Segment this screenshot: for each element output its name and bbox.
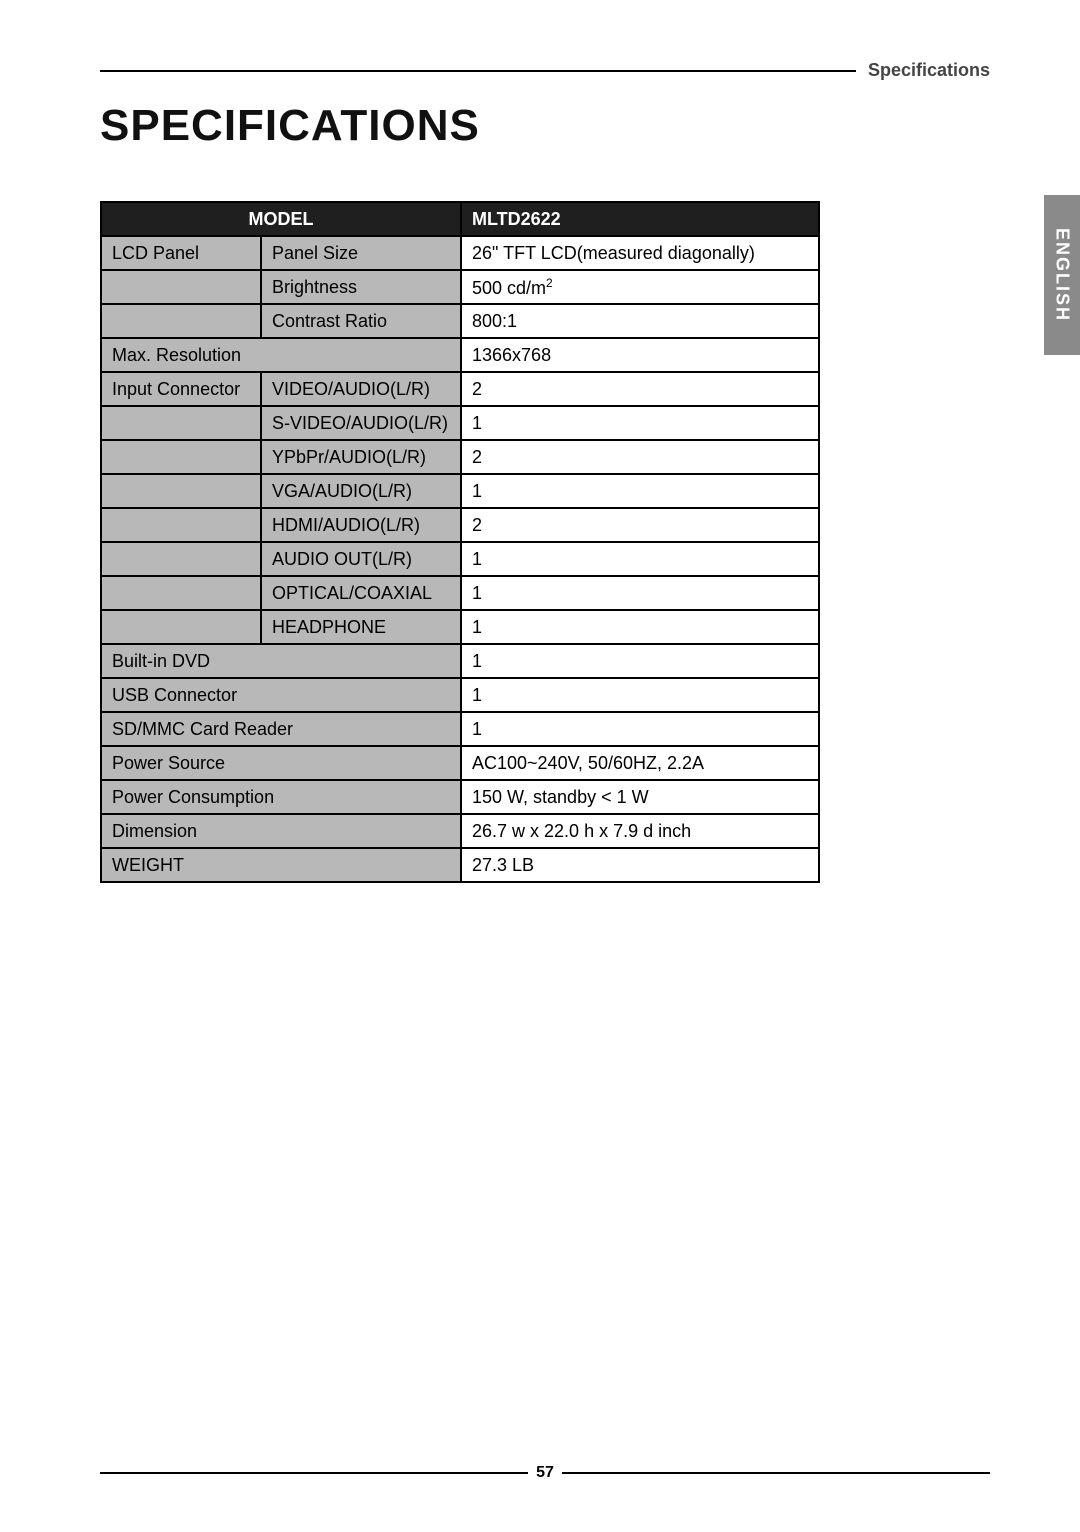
row-category-wide: Dimension	[101, 814, 461, 848]
table-row: AUDIO OUT(L/R)1	[101, 542, 819, 576]
row-value: 27.3 LB	[461, 848, 819, 882]
row-value: 1	[461, 576, 819, 610]
table-row: HEADPHONE1	[101, 610, 819, 644]
row-value: 1	[461, 712, 819, 746]
page-title: SPECIFICATIONS	[100, 101, 990, 151]
spec-table: MODEL MLTD2622 LCD PanelPanel Size26" TF…	[100, 201, 820, 883]
row-subcategory: Contrast Ratio	[261, 304, 461, 338]
table-row: LCD PanelPanel Size26" TFT LCD(measured …	[101, 236, 819, 270]
row-value: 800:1	[461, 304, 819, 338]
row-value: 1	[461, 610, 819, 644]
table-row: YPbPr/AUDIO(L/R)2	[101, 440, 819, 474]
table-row: Built-in DVD1	[101, 644, 819, 678]
language-tab: ENGLISH	[1044, 195, 1080, 355]
row-value: 26" TFT LCD(measured diagonally)	[461, 236, 819, 270]
row-subcategory: YPbPr/AUDIO(L/R)	[261, 440, 461, 474]
row-category: LCD Panel	[101, 236, 261, 270]
row-category-wide: Power Consumption	[101, 780, 461, 814]
row-subcategory: VGA/AUDIO(L/R)	[261, 474, 461, 508]
row-category-wide: SD/MMC Card Reader	[101, 712, 461, 746]
row-value: 2	[461, 508, 819, 542]
row-value: 1	[461, 542, 819, 576]
row-category-wide: USB Connector	[101, 678, 461, 712]
table-row: OPTICAL/COAXIAL1	[101, 576, 819, 610]
table-row: Power Consumption150 W, standby < 1 W	[101, 780, 819, 814]
row-value: 1	[461, 644, 819, 678]
row-category: Input Connector	[101, 372, 261, 406]
row-subcategory: OPTICAL/COAXIAL	[261, 576, 461, 610]
table-row: USB Connector1	[101, 678, 819, 712]
table-header-row: MODEL MLTD2622	[101, 202, 819, 236]
row-value: 1366x768	[461, 338, 819, 372]
table-row: Brightness500 cd/m2	[101, 270, 819, 304]
row-subcategory: Brightness	[261, 270, 461, 304]
page-number: 57	[528, 1464, 562, 1482]
footer-rule-left	[100, 1472, 528, 1474]
table-row: Contrast Ratio800:1	[101, 304, 819, 338]
header-model: MODEL	[101, 202, 461, 236]
row-value: 1	[461, 678, 819, 712]
row-category	[101, 576, 261, 610]
row-category-wide: WEIGHT	[101, 848, 461, 882]
header-value: MLTD2622	[461, 202, 819, 236]
row-subcategory: S-VIDEO/AUDIO(L/R)	[261, 406, 461, 440]
table-row: Dimension26.7 w x 22.0 h x 7.9 d inch	[101, 814, 819, 848]
row-category	[101, 304, 261, 338]
row-value: 2	[461, 440, 819, 474]
row-category-wide: Max. Resolution	[101, 338, 461, 372]
row-category	[101, 406, 261, 440]
table-row: VGA/AUDIO(L/R)1	[101, 474, 819, 508]
row-category-wide: Power Source	[101, 746, 461, 780]
table-row: WEIGHT27.3 LB	[101, 848, 819, 882]
row-subcategory: HEADPHONE	[261, 610, 461, 644]
table-row: Max. Resolution1366x768	[101, 338, 819, 372]
table-row: HDMI/AUDIO(L/R)2	[101, 508, 819, 542]
table-row: S-VIDEO/AUDIO(L/R)1	[101, 406, 819, 440]
header-rule	[100, 70, 856, 72]
row-subcategory: Panel Size	[261, 236, 461, 270]
row-category	[101, 542, 261, 576]
row-category	[101, 270, 261, 304]
row-category	[101, 508, 261, 542]
row-category	[101, 474, 261, 508]
footer-rule-right	[562, 1472, 990, 1474]
row-value: 500 cd/m2	[461, 270, 819, 304]
row-category	[101, 610, 261, 644]
row-subcategory: VIDEO/AUDIO(L/R)	[261, 372, 461, 406]
row-subcategory: AUDIO OUT(L/R)	[261, 542, 461, 576]
header-label: Specifications	[856, 60, 990, 81]
row-category	[101, 440, 261, 474]
row-subcategory: HDMI/AUDIO(L/R)	[261, 508, 461, 542]
row-value: 2	[461, 372, 819, 406]
row-value: 1	[461, 406, 819, 440]
row-value: 1	[461, 474, 819, 508]
table-row: Power SourceAC100~240V, 50/60HZ, 2.2A	[101, 746, 819, 780]
row-value: 150 W, standby < 1 W	[461, 780, 819, 814]
row-category-wide: Built-in DVD	[101, 644, 461, 678]
row-value: AC100~240V, 50/60HZ, 2.2A	[461, 746, 819, 780]
table-row: SD/MMC Card Reader1	[101, 712, 819, 746]
row-value: 26.7 w x 22.0 h x 7.9 d inch	[461, 814, 819, 848]
table-row: Input ConnectorVIDEO/AUDIO(L/R)2	[101, 372, 819, 406]
